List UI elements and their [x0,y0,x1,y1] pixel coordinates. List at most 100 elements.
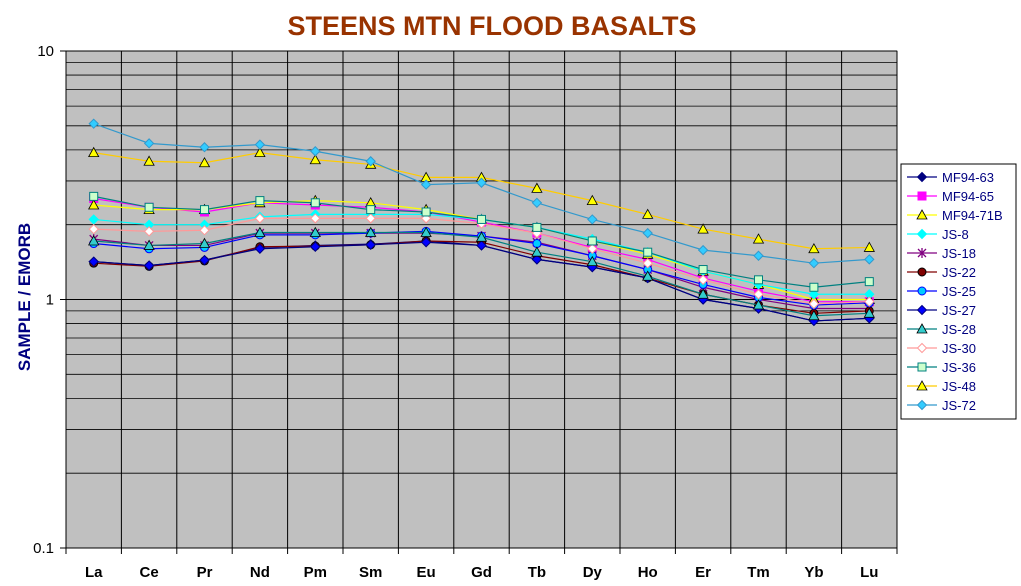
legend: MF94-63 MF94-65 MF94-71B JS-8 JS-18 JS-22 JS-2… [900,163,1017,420]
data-point [310,213,321,224]
series-JS-72 [88,118,875,269]
data-point [642,270,654,281]
legend-marker [917,267,927,277]
data-point [421,207,431,217]
legend-label: MF94-65 [942,189,994,204]
data-point [642,257,653,269]
x-tick-label: Pm [304,564,327,581]
legend-item: JS-25 [907,284,976,299]
data-point [199,254,210,266]
data-point [144,202,154,212]
data-point [254,243,266,254]
data-point [642,208,654,219]
x-tick-label: Tm [747,564,770,581]
data-point [753,250,764,261]
legend-item: JS-72 [907,398,976,413]
data-point [864,254,875,265]
y-axis-label: SAMPLE / EMORB [15,223,34,371]
data-point [365,156,376,167]
legend-marker [917,362,927,372]
data-point [864,296,875,307]
data-point [586,194,598,206]
data-point [531,254,543,265]
data-point [532,222,542,232]
x-tick-label: Lu [860,564,878,581]
series-layer [88,118,875,327]
legend-label: JS-22 [942,265,976,280]
legend-item: JS-48 [907,379,976,394]
legend-marker [916,342,928,354]
data-point [88,199,100,210]
legend-marker [916,380,928,391]
data-point [143,226,155,237]
data-point [143,155,155,166]
legend-label: JS-8 [942,227,969,242]
data-point [477,214,486,224]
legend-item: JS-30 [907,341,976,356]
chart-title: STEENS MTN FLOOD BASALTS [288,11,697,41]
data-point [643,247,653,257]
data-point [89,191,99,201]
legend-label: MF94-63 [942,170,994,185]
data-point [698,265,708,275]
data-point [200,205,209,215]
legend-label: JS-27 [942,303,976,318]
legend-label: JS-72 [942,398,976,413]
data-point [476,177,487,188]
data-point [863,307,875,318]
data-point [310,146,321,157]
legend-label: JS-28 [942,322,976,337]
data-point [697,288,709,299]
series-JS-48 [88,146,875,254]
data-point [586,255,598,267]
data-point [420,237,432,248]
legend-item: MF94-63 [907,170,994,185]
legend-marker [917,286,927,296]
data-point [587,243,598,254]
data-point [808,309,820,321]
data-point [143,260,155,271]
legend-marker [916,228,928,240]
y-axis: 0.1 1 10 [33,43,67,557]
data-point [365,239,376,251]
data-point [752,233,765,244]
data-point [254,139,266,150]
legend-item: MF94-71B [907,208,1003,223]
data-point [808,242,820,254]
data-point [754,275,763,285]
data-point [310,241,321,252]
data-point [587,236,597,246]
series-JS-28 [88,226,875,321]
y-tick-label: 10 [37,43,54,60]
x-tick-label: Nd [250,564,270,581]
data-point [532,239,542,249]
data-point [863,241,875,252]
legend-item: MF94-65 [907,189,994,204]
legend-label: JS-18 [942,246,976,261]
legend-item: JS-18 [907,246,976,261]
data-point [254,213,266,224]
legend-item: JS-22 [907,265,976,280]
y-tick-label: 1 [46,292,54,309]
legend-item: JS-27 [907,303,976,318]
data-point [88,118,99,129]
data-point [199,225,210,236]
data-point [531,182,543,193]
data-point [309,226,321,237]
data-point [366,205,376,215]
legend-item: JS-28 [907,322,976,337]
x-tick-label: Pr [197,564,213,581]
x-tick-label: Dy [583,564,603,581]
legend-marker [916,323,928,334]
data-point [531,246,543,257]
data-point [476,240,487,251]
data-point [642,227,653,239]
legend-label: JS-36 [942,360,976,375]
data-point [88,235,100,246]
data-point [587,214,598,225]
legend-marker [917,191,927,201]
data-point [531,197,543,208]
data-point [864,277,874,287]
data-point [420,179,432,190]
legend-label: JS-48 [942,379,976,394]
